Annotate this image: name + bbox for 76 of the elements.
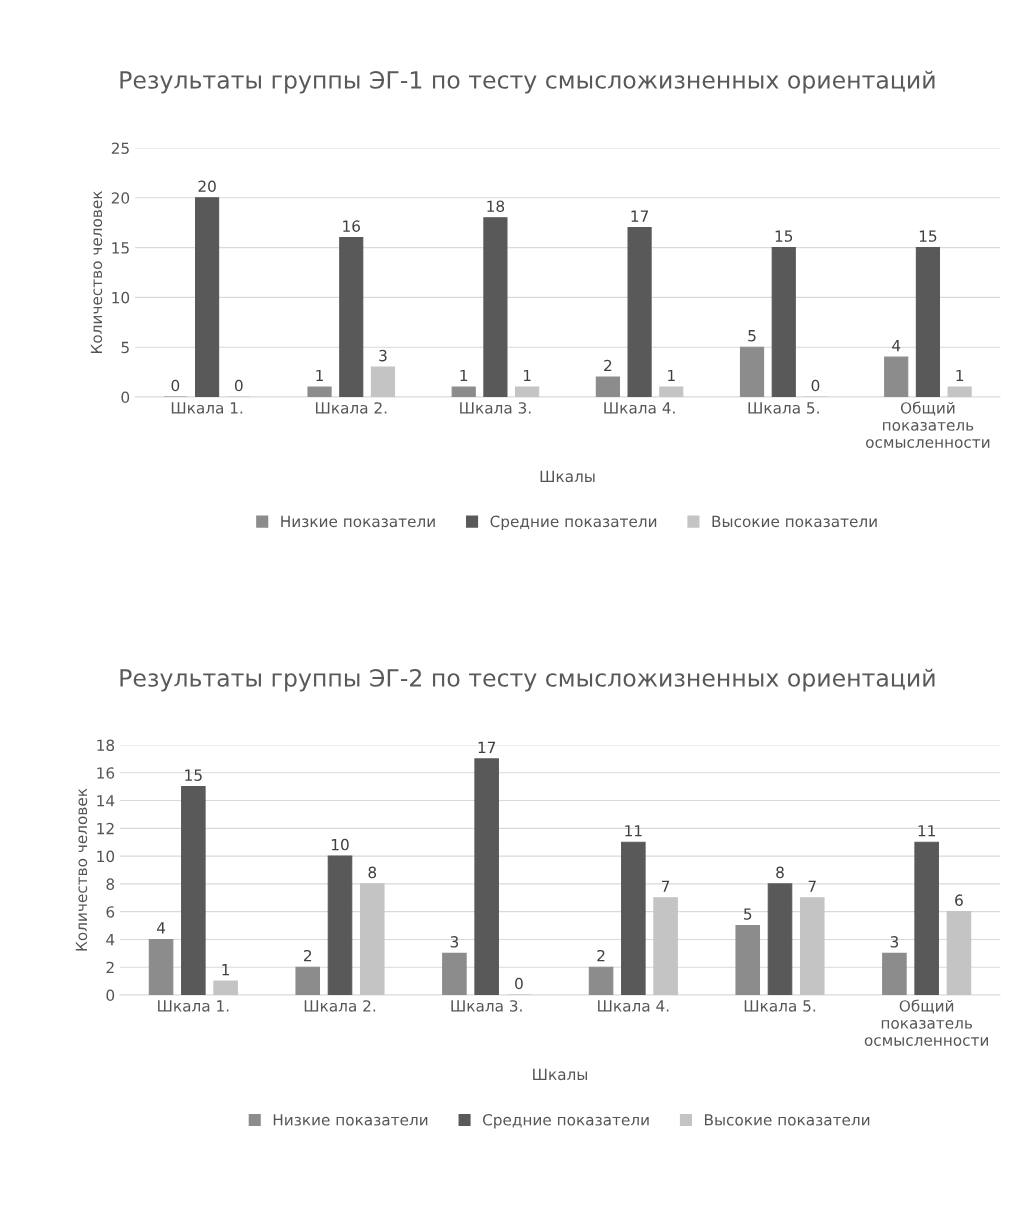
chart-title: Результаты группы ЭГ-2 по тесту смысложизненных ориентаций: [120, 668, 935, 692]
legend-label: Низкие показатели: [273, 1114, 428, 1126]
data-label: 8: [776, 866, 784, 879]
x-tick-label: Шкала 4.: [598, 1000, 669, 1012]
data-label: 3: [450, 936, 459, 948]
y-tick-label: 15: [112, 242, 129, 254]
data-label: 20: [198, 180, 216, 193]
data-label: 5: [744, 908, 752, 920]
y-tick-label: 2: [106, 961, 114, 974]
data-label: 10: [331, 838, 349, 851]
data-label: 1: [222, 964, 230, 976]
data-label: 4: [156, 922, 166, 934]
y-tick-label: 14: [97, 795, 115, 807]
data-label: 7: [808, 880, 816, 892]
x-tick-label: Общий показатель осмысленности: [866, 401, 990, 448]
x-tick-label: Шкала 1.: [171, 402, 243, 414]
y-tick-label: 16: [97, 767, 115, 779]
y-tick-label: 10: [112, 291, 130, 304]
data-label: 15: [185, 769, 202, 781]
y-tick-label: 6: [106, 906, 115, 918]
x-axis-title: Шкалы: [533, 1068, 588, 1081]
data-label: 17: [478, 741, 496, 753]
data-label: 1: [523, 369, 531, 382]
data-label: 1: [668, 369, 675, 382]
data-label: 1: [316, 369, 323, 382]
x-tick-label: Шкала 3.: [451, 1000, 522, 1012]
data-label: 3: [890, 936, 899, 948]
x-tick-label: Шкала 3.: [460, 402, 531, 414]
data-label: 2: [604, 359, 612, 372]
x-tick-label: Шкала 4.: [604, 402, 675, 414]
data-label: 15: [919, 230, 937, 242]
x-axis-title: Шкалы: [540, 470, 595, 483]
chart-title: Результаты группы ЭГ-1 по тесту смысложизненных ориентаций: [120, 70, 935, 94]
data-label: 7: [661, 880, 670, 892]
x-tick-label: Шкала 2.: [316, 402, 387, 414]
data-label: 8: [368, 866, 377, 879]
y-tick-label: 25: [111, 142, 129, 155]
data-label: 18: [487, 200, 505, 212]
y-tick-label: 10: [97, 850, 115, 863]
data-label: 1: [460, 369, 468, 382]
y-axis-title: Количество человек: [75, 788, 88, 951]
legend-label: Средние показатели: [490, 515, 657, 531]
data-label: 2: [303, 949, 312, 962]
data-label: 11: [625, 825, 642, 837]
y-tick-label: 8: [106, 878, 115, 890]
data-label: 15: [775, 230, 793, 242]
data-label: 17: [631, 210, 648, 222]
data-label: 2: [597, 949, 605, 962]
data-label: 3: [379, 349, 387, 362]
data-label: 11: [918, 825, 935, 837]
data-label: 6: [955, 894, 963, 906]
y-tick-label: 4: [106, 934, 115, 946]
data-label: 1: [956, 369, 964, 382]
y-tick-label: 20: [111, 192, 130, 204]
data-label: 4: [892, 340, 901, 352]
legend-label: Низкие показатели: [281, 515, 435, 528]
x-tick-label: Общий показатель осмысленности: [864, 999, 988, 1046]
y-tick-label: 0: [106, 989, 115, 1002]
y-tick-label: 18: [97, 739, 115, 752]
x-tick-label: Шкала 5.: [744, 1000, 816, 1012]
legend-label: Высокие показатели: [712, 515, 877, 528]
legend-label: Средние показатели: [482, 1114, 649, 1129]
data-label: 5: [748, 330, 756, 342]
y-tick-label: 0: [121, 391, 130, 404]
data-label: 0: [811, 379, 820, 392]
y-axis-title: Количество человек: [90, 191, 103, 353]
data-label: 0: [171, 379, 180, 392]
data-label: 16: [343, 220, 361, 232]
x-tick-label: Шкала 5.: [748, 402, 819, 414]
data-label: 0: [234, 379, 243, 392]
y-tick-label: 12: [97, 822, 114, 835]
x-tick-label: Шкала 1.: [158, 1000, 229, 1012]
y-tick-label: 5: [121, 341, 129, 354]
x-tick-label: Шкала 2.: [304, 1000, 376, 1012]
data-label: 0: [515, 977, 523, 990]
legend-label: Высокие показатели: [705, 1114, 870, 1126]
